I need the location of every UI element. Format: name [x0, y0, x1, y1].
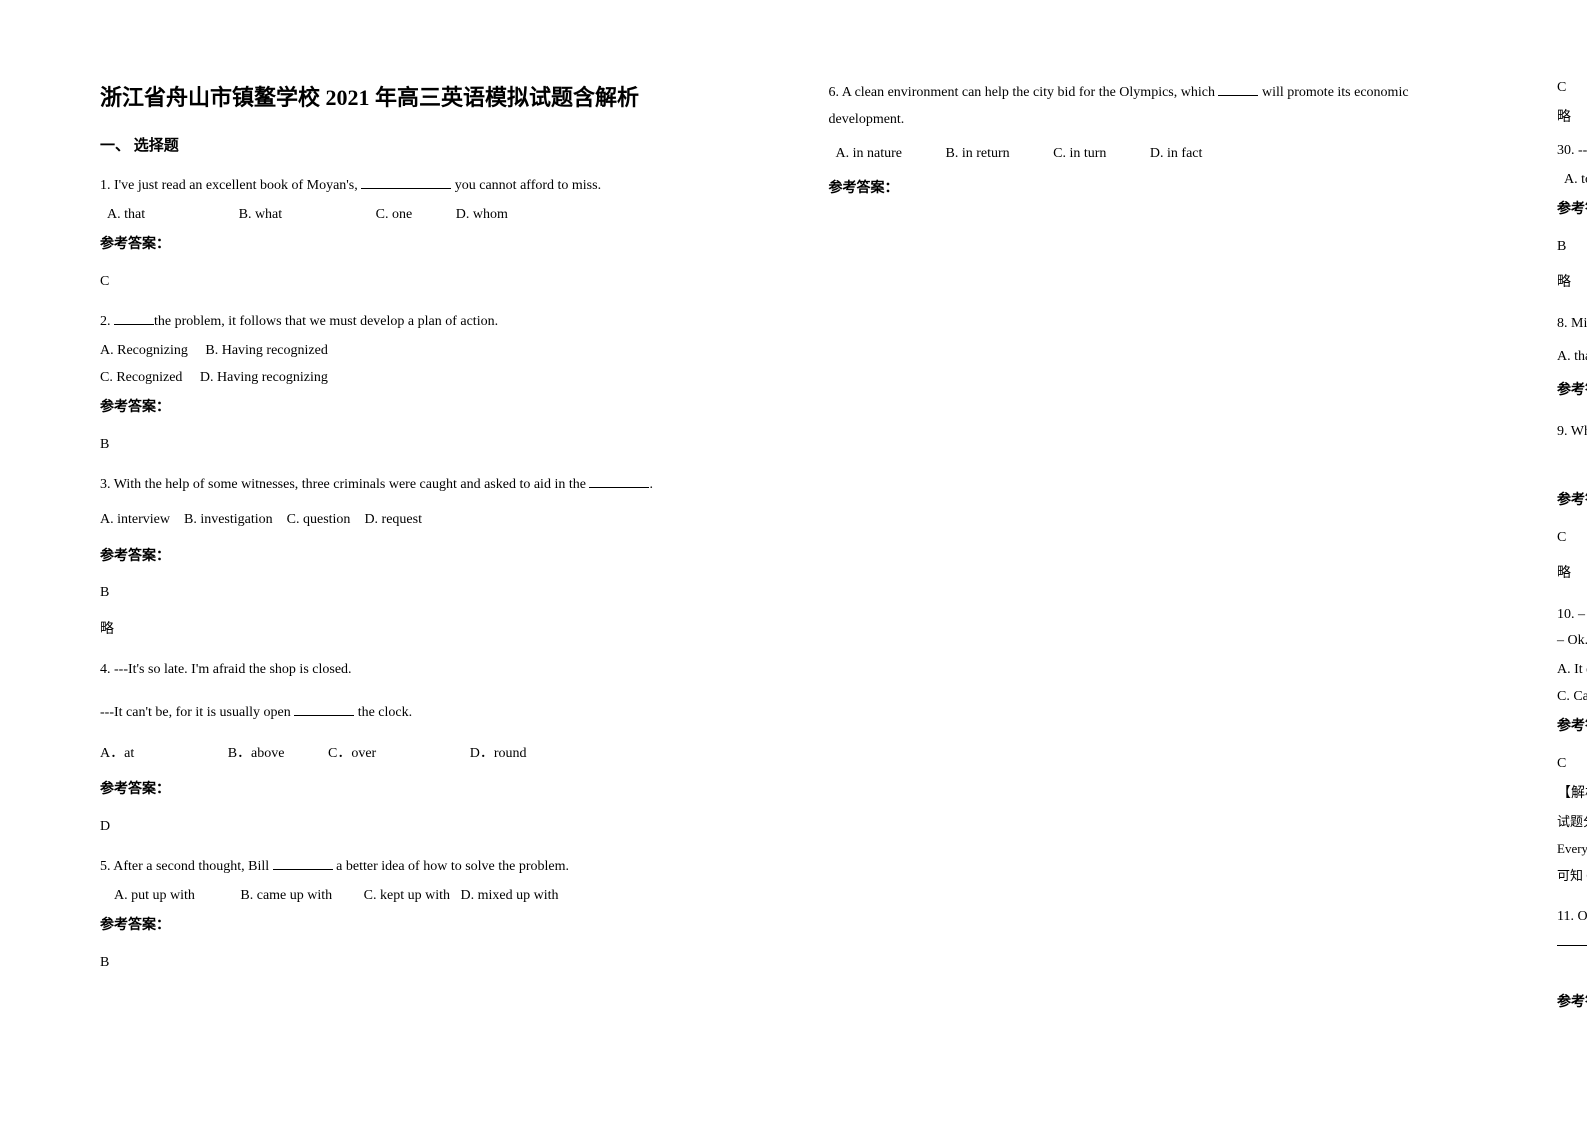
- q1-option-c: C. one: [376, 202, 413, 229]
- q7-option-a: A. to be taken: [1564, 167, 1587, 194]
- section-one-header: 一、 选择题: [100, 134, 759, 155]
- q5-option-b: B. came up with: [240, 888, 332, 903]
- question-2: 2. the problem, it follows that we must …: [100, 309, 759, 458]
- q9-answer-label: 参考答案：: [1557, 488, 1587, 515]
- q9-answer: C: [1557, 525, 1587, 552]
- q10-line2-prefix: – Ok.: [1557, 633, 1587, 648]
- q4-option-b: B．above: [228, 741, 285, 768]
- question-11: 11. Over the weekend, my friend asked me…: [1557, 904, 1587, 1016]
- q10-analysis-body: 试题分析：考查交际用语。It doesn't matter 没关系；Don't …: [1557, 808, 1587, 890]
- q3-blank: [589, 474, 649, 488]
- q5-blank: [273, 856, 333, 870]
- question-10: 10. – Sorry, but I must be off now. Bett…: [1557, 602, 1587, 890]
- question-8: 8. Mike's coffee shop on Baker street, u…: [1557, 311, 1587, 405]
- q1-answer: C: [100, 269, 759, 296]
- q1-stem-suffix: you cannot afford to miss.: [451, 178, 601, 193]
- q4-answer-label: 参考答案：: [100, 777, 759, 804]
- q5-stem-prefix: 5. After a second thought, Bill: [100, 859, 273, 874]
- q6-option-a: A. in nature: [836, 141, 902, 168]
- q3-answer: B: [100, 580, 759, 607]
- q8-stem-prefix: 8. Mike's coffee shop on Baker street,: [1557, 316, 1587, 331]
- q3-omit: 略: [100, 617, 759, 644]
- q6-option-b: B. in return: [945, 141, 1009, 168]
- q5-option-a: A. put up with: [114, 888, 195, 903]
- q4-line2-suffix: the clock.: [354, 705, 412, 720]
- q2-option-c: C. Recognized: [100, 370, 182, 385]
- q1-option-a: A. that: [107, 202, 145, 229]
- q2-option-b: B. Having recognized: [205, 343, 327, 358]
- q11-answer-label: 参考答案：: [1557, 990, 1587, 1017]
- q6-answer-label: 参考答案：: [829, 176, 1488, 203]
- question-7: 30. --- It shames me to say it, but I ch…: [1557, 138, 1587, 297]
- q3-option-c: C. question: [287, 512, 351, 527]
- q2-option-d: D. Having recognizing: [200, 370, 328, 385]
- q6-omit: 略: [1557, 106, 1587, 126]
- q3-stem-prefix: 3. With the help of some witnesses, thre…: [100, 477, 589, 492]
- q1-blank: [361, 175, 451, 189]
- q1-option-b: B. what: [239, 202, 283, 229]
- q1-stem-prefix: 1. I've just read an excellent book of M…: [100, 178, 361, 193]
- q4-line2-prefix: ---It can't be, for it is usually open: [100, 705, 294, 720]
- q2-stem-suffix: the problem, it follows that we must dev…: [154, 314, 498, 329]
- q3-stem-suffix: .: [649, 477, 653, 492]
- q5-answer: B: [100, 950, 759, 977]
- q2-stem-prefix: 2.: [100, 314, 114, 329]
- q3-answer-label: 参考答案：: [100, 544, 759, 571]
- q2-option-a: A. Recognizing: [100, 343, 188, 358]
- question-9: 9. What I like about Harvard is there's …: [1557, 419, 1587, 588]
- question-4: 4. ---It's so late. I'm afraid the shop …: [100, 657, 759, 840]
- q7-answer-label: 参考答案：: [1557, 197, 1587, 224]
- q8-option-a: A. that: [1557, 344, 1587, 371]
- q5-answer-label: 参考答案：: [100, 913, 759, 940]
- q1-answer-label: 参考答案：: [100, 232, 759, 259]
- q6-blank: [1218, 82, 1258, 96]
- q3-option-b: B. investigation: [184, 512, 273, 527]
- q8-answer-label: 参考答案：: [1557, 378, 1587, 405]
- q6-option-c: C. in turn: [1053, 141, 1106, 168]
- q6-answer: C: [1557, 80, 1587, 96]
- q4-option-d: D．round: [470, 746, 527, 761]
- q5-stem-suffix: a better idea of how to solve the proble…: [333, 859, 569, 874]
- q11-stem-prefix: 11. Over the weekend, my friend asked me…: [1557, 909, 1587, 924]
- q5-option-c: C. kept up with: [364, 888, 450, 903]
- q10-option-a: A. It doesn't matter: [1557, 662, 1587, 677]
- q3-option-a: A. interview: [100, 512, 170, 527]
- q4-answer: D: [100, 814, 759, 841]
- q4-line1: 4. ---It's so late. I'm afraid the shop …: [100, 657, 759, 684]
- question-1: 1. I've just read an excellent book of M…: [100, 173, 759, 295]
- q9-omit: 略: [1557, 561, 1587, 588]
- q7-stem-prefix: 30. --- It shames me to say it, but I ch…: [1557, 143, 1587, 158]
- q10-line1: 10. – Sorry, but I must be off now. Bett…: [1557, 602, 1587, 629]
- question-6: 6. A clean environment can help the city…: [829, 80, 1488, 202]
- q5-option-d: D. mixed up with: [461, 888, 559, 903]
- q4-option-a: A．at: [100, 741, 134, 768]
- q6-option-d: D. in fact: [1150, 146, 1202, 161]
- q10-answer: C: [1557, 751, 1587, 778]
- q2-answer: B: [100, 432, 759, 459]
- q4-blank: [294, 702, 354, 716]
- q1-option-d: D. whom: [456, 202, 508, 229]
- q6-stem-prefix: 6. A clean environment can help the city…: [829, 85, 1219, 100]
- question-5: 5. After a second thought, Bill a better…: [100, 854, 759, 976]
- q10-answer-label: 参考答案：: [1557, 714, 1587, 741]
- q3-option-d: D. request: [364, 512, 422, 527]
- q4-option-c: C．over: [328, 741, 376, 768]
- question-3: 3. With the help of some witnesses, thre…: [100, 472, 759, 643]
- q7-omit: 略: [1557, 270, 1587, 297]
- q11-blank: [1557, 932, 1587, 946]
- q2-blank: [114, 311, 154, 325]
- q7-answer: B: [1557, 234, 1587, 261]
- q10-option-c: C. Catch you later: [1557, 689, 1587, 704]
- q2-answer-label: 参考答案：: [100, 395, 759, 422]
- page-title: 浙江省舟山市镇鳌学校 2021 年高三英语模拟试题含解析: [100, 80, 759, 112]
- q10-analysis-header: 【解析】: [1557, 781, 1587, 808]
- q9-stem-prefix: 9. What I like about Harvard is: [1557, 424, 1587, 439]
